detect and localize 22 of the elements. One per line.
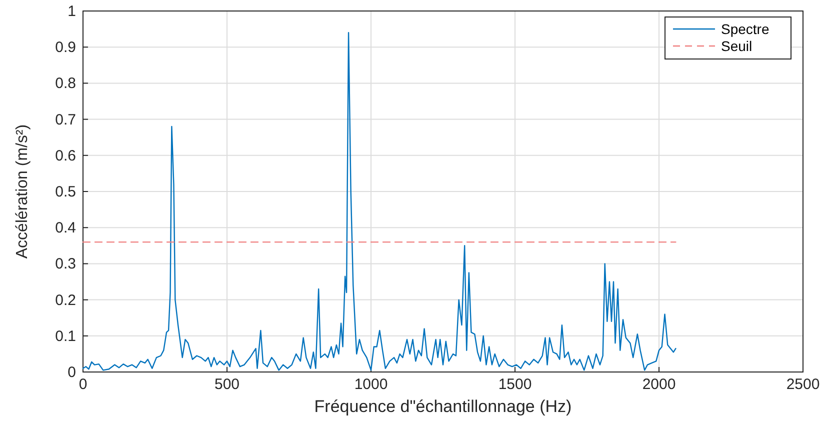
x-tick-label: 0 [78,376,88,393]
x-tick-label: 500 [214,376,240,393]
y-tick-label: 0.7 [55,111,76,128]
y-axis-title: Accélération (m/s²) [14,124,31,259]
line-series [82,32,676,371]
y-tick-label: 0.6 [55,147,76,164]
x-tick-label: 2500 [786,376,820,393]
legend-label: Spectre [721,21,770,37]
x-tick-label: 2000 [642,376,676,393]
x-tick-label: 1000 [354,376,388,393]
y-tick-label: 0.2 [55,292,76,309]
y-tick-label: 0 [68,364,76,381]
y-tick-label: 0.5 [55,184,76,200]
y-tick-label: 0.3 [55,256,76,273]
y-tick-label: 0.1 [55,328,76,345]
y-tick-label: 0.9 [55,39,76,56]
y-tick-label: 0.4 [55,220,76,237]
y-tick-label: 0.8 [55,75,76,92]
y-tick-label: 1 [68,3,76,20]
legend-label: Seuil [721,38,752,54]
x-tick-label: 1500 [498,376,532,393]
x-axis-title: Fréquence d"échantillonnage (Hz) [314,397,572,416]
